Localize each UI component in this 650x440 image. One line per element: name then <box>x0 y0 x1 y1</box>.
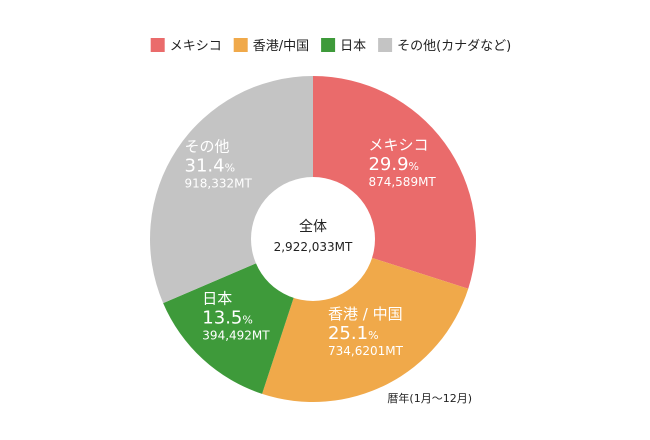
slice-percent: 29.9% <box>368 154 419 175</box>
legend-swatch <box>233 38 248 52</box>
percent-sign: % <box>242 314 252 327</box>
legend-swatch <box>150 38 165 52</box>
legend-item-0: メキシコ <box>150 38 222 54</box>
legend-label: 香港/中国 <box>253 39 309 54</box>
slice-name: 日本 <box>202 290 232 308</box>
legend-item-3: その他(カナダなど) <box>378 38 511 54</box>
center-value: 2,922,033MT <box>274 240 353 254</box>
legend-label: その他(カナダなど) <box>397 39 511 54</box>
legend-label: 日本 <box>340 39 366 54</box>
legend-swatch <box>378 38 393 52</box>
legend-label: メキシコ <box>170 39 222 54</box>
slice-percent: 31.4% <box>185 155 236 176</box>
legend-item-2: 日本 <box>321 38 366 54</box>
slice-value: 918,332MT <box>185 176 253 190</box>
slice-name: その他 <box>185 137 230 155</box>
period-note: 暦年(1月〜12月) <box>387 391 472 405</box>
donut-hole <box>251 177 375 301</box>
slice-percent: 25.1% <box>328 323 379 344</box>
slice-name: メキシコ <box>368 136 428 154</box>
slice-percent: 13.5% <box>202 308 253 329</box>
slice-value: 874,589MT <box>368 175 436 189</box>
percent-sign: % <box>409 160 419 173</box>
legend-swatch <box>321 38 336 52</box>
percent-sign: % <box>225 161 235 174</box>
percent-sign: % <box>368 329 378 342</box>
center-title: 全体 <box>299 218 327 235</box>
slice-value: 394,492MT <box>202 329 270 343</box>
slice-name: 香港 / 中国 <box>328 305 403 323</box>
chart-legend: メキシコ 香港/中国 日本 その他(カナダなど) <box>150 38 511 54</box>
legend-item-1: 香港/中国 <box>233 38 309 54</box>
slice-value: 734,6201MT <box>328 344 404 358</box>
